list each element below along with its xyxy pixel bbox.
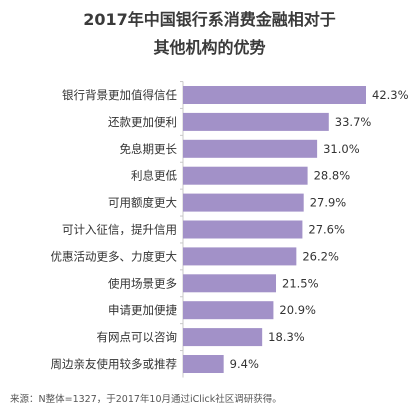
bar bbox=[183, 193, 304, 212]
category-label: 免息期更长 bbox=[120, 142, 178, 156]
chart-title: 2017年中国银行系消费金融相对于 其他机构的优势 bbox=[0, 6, 419, 62]
category-label: 有网点可以咨询 bbox=[97, 330, 178, 344]
category-label: 可用额度更大 bbox=[108, 196, 177, 210]
value-label: 27.6% bbox=[308, 223, 345, 237]
value-label: 27.9% bbox=[310, 196, 347, 210]
value-label: 31.0% bbox=[323, 142, 360, 156]
bar bbox=[183, 139, 318, 158]
category-label: 银行背景更加值得信任 bbox=[62, 88, 177, 102]
category-label: 还款更加便利 bbox=[108, 115, 177, 129]
bar bbox=[183, 112, 329, 131]
category-label: 利息更低 bbox=[131, 169, 177, 183]
value-label: 9.4% bbox=[230, 357, 259, 371]
bar bbox=[183, 301, 274, 320]
bar bbox=[183, 274, 277, 293]
value-label: 28.8% bbox=[314, 169, 351, 183]
category-label: 优惠活动更多、力度更大 bbox=[51, 249, 178, 263]
value-label: 26.2% bbox=[302, 249, 339, 263]
bar bbox=[183, 355, 224, 373]
value-label: 33.7% bbox=[335, 115, 372, 129]
bar bbox=[183, 220, 303, 239]
chart-title-line-2: 其他机构的优势 bbox=[153, 38, 266, 57]
bar bbox=[183, 328, 263, 347]
category-label: 周边亲友使用较多或推荐 bbox=[51, 357, 178, 371]
value-label: 20.9% bbox=[279, 303, 316, 317]
source-note: 来源：N整体=1327，于2017年10月通过iClick社区调研获得。 bbox=[10, 394, 282, 405]
value-label: 42.3% bbox=[372, 88, 409, 102]
bar bbox=[183, 86, 366, 104]
bars-group: 银行背景更加值得信任 42.3% 还款更加便利 33.7% 免息期更长 31.0% 利息更低… bbox=[51, 81, 409, 373]
bar bbox=[183, 166, 308, 185]
chart-title-line-1: 2017年中国银行系消费金融相对于 bbox=[83, 10, 336, 29]
category-label: 使用场景更多 bbox=[108, 276, 177, 290]
value-label: 21.5% bbox=[282, 276, 319, 290]
category-label: 申请更加便捷 bbox=[108, 303, 177, 317]
value-label: 18.3% bbox=[268, 330, 305, 344]
category-label: 可计入征信，提升信用 bbox=[62, 223, 177, 237]
bar bbox=[183, 247, 297, 266]
